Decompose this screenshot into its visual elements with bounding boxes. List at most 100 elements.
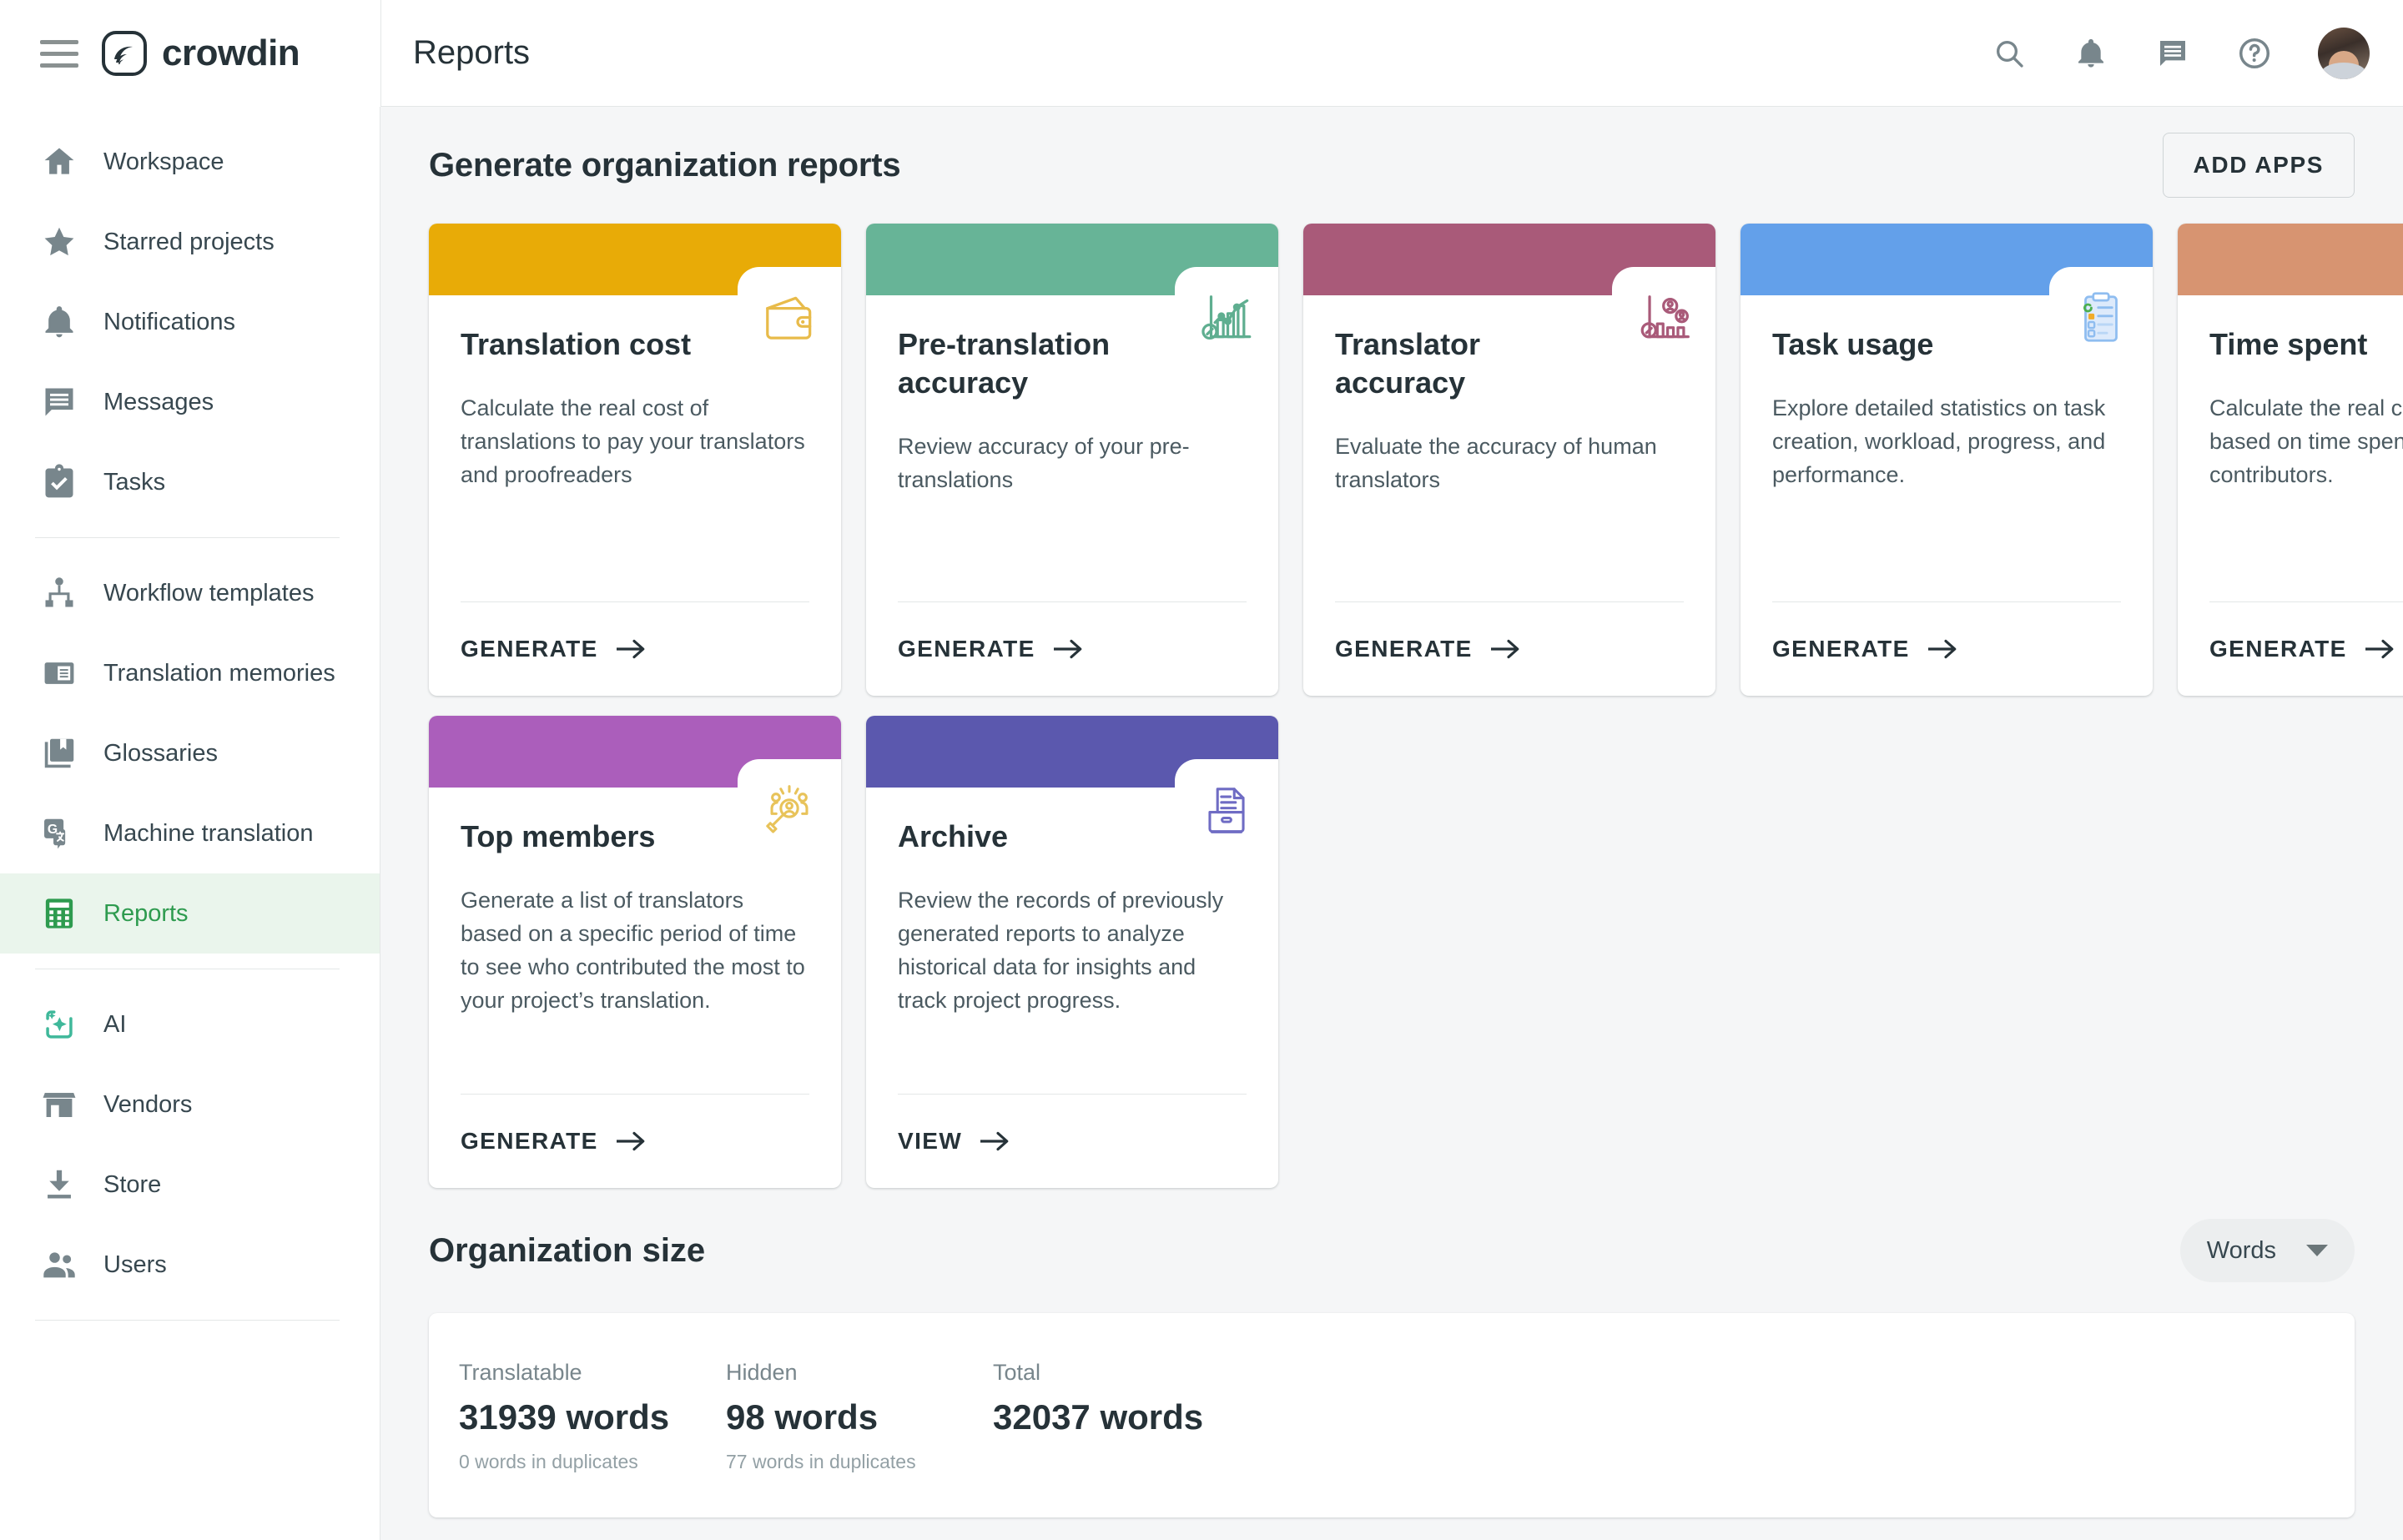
page-title: Reports bbox=[413, 34, 531, 71]
report-card-task-usage[interactable]: Task usage Explore detailed statistics o… bbox=[1741, 224, 2153, 696]
report-cards-row-2: Top members Generate a list of translato… bbox=[429, 716, 2355, 1188]
main-content: Generate organization reports ADD APPS bbox=[380, 107, 2403, 1540]
stat-label: Hidden bbox=[726, 1360, 798, 1385]
card-footer: GENERATE bbox=[429, 1094, 841, 1188]
report-card-archive[interactable]: Archive Review the records of previously… bbox=[866, 716, 1278, 1188]
help-icon[interactable] bbox=[2236, 35, 2273, 72]
arrow-right-icon bbox=[1053, 639, 1082, 659]
card-color-band bbox=[1741, 224, 2153, 370]
card-title: Translation cost bbox=[461, 327, 692, 361]
generate-button[interactable]: GENERATE bbox=[1772, 602, 2121, 696]
bell-icon[interactable] bbox=[2073, 35, 2109, 72]
sidebar-item-messages[interactable]: Messages bbox=[0, 362, 380, 442]
card-description: Calculate the real cost of work based on… bbox=[2209, 395, 2403, 487]
top-bar-actions bbox=[1991, 27, 2370, 79]
store-icon bbox=[40, 1085, 78, 1124]
view-button[interactable]: VIEW bbox=[898, 1095, 1247, 1188]
arrow-right-icon bbox=[616, 1131, 645, 1151]
sidebar-item-users[interactable]: Users bbox=[0, 1225, 380, 1305]
card-divider bbox=[2209, 601, 2403, 602]
unit-selector[interactable]: Words bbox=[2179, 1219, 2355, 1282]
report-card-pre-translation-accuracy[interactable]: Pre-translation accuracy Review accuracy… bbox=[866, 224, 1278, 696]
report-card-translator-accuracy[interactable]: Translator accuracy Evaluate the accurac… bbox=[1303, 224, 1715, 696]
generate-label: GENERATE bbox=[461, 1128, 598, 1154]
sidebar-item-label: Starred projects bbox=[103, 228, 275, 255]
avatar[interactable] bbox=[2318, 27, 2370, 79]
organization-size-card: Translatable 31939 words 0 words in dupl… bbox=[429, 1313, 2355, 1517]
card-color-band bbox=[429, 224, 841, 370]
card-title: Top members bbox=[461, 819, 656, 853]
generate-label: GENERATE bbox=[1772, 636, 1910, 662]
card-body: Translator accuracy Evaluate the accurac… bbox=[1303, 295, 1715, 601]
top-bar: crowdin Reports bbox=[0, 0, 2403, 107]
report-card-time-spent[interactable]: Time spent Calculate the real cost of wo… bbox=[2178, 224, 2403, 696]
arrow-right-icon bbox=[2365, 639, 2394, 659]
card-divider bbox=[1772, 601, 2121, 602]
sidebar-item-tasks[interactable]: Tasks bbox=[0, 442, 380, 522]
chevron-down-icon bbox=[2306, 1245, 2328, 1256]
message-icon[interactable] bbox=[2154, 35, 2191, 72]
generate-button[interactable]: GENERATE bbox=[2209, 602, 2403, 696]
report-card-top-members[interactable]: Top members Generate a list of translato… bbox=[429, 716, 841, 1188]
unit-selector-value: Words bbox=[2206, 1236, 2276, 1264]
organization-size-title: Organization size bbox=[429, 1231, 706, 1269]
sidebar-item-label: Store bbox=[103, 1170, 162, 1198]
card-color-band bbox=[429, 716, 841, 863]
card-body: Pre-translation accuracy Review accuracy… bbox=[866, 295, 1278, 601]
card-title: Task usage bbox=[1772, 327, 1934, 361]
sidebar-item-store[interactable]: Store bbox=[0, 1145, 380, 1225]
hamburger-line bbox=[40, 51, 78, 56]
top-bar-brand-area: crowdin bbox=[0, 0, 380, 107]
sidebar-item-reports[interactable]: Reports bbox=[0, 873, 380, 954]
generate-button[interactable]: GENERATE bbox=[461, 602, 809, 696]
stat-sub: 0 words in duplicates bbox=[459, 1451, 638, 1472]
brand-logo[interactable]: crowdin bbox=[102, 31, 300, 76]
card-divider bbox=[461, 1094, 809, 1095]
card-description: Calculate the real cost of translations … bbox=[461, 395, 805, 487]
card-description: Review the records of previously generat… bbox=[898, 888, 1224, 1013]
sidebar-item-label: Tasks bbox=[103, 468, 166, 496]
view-label: VIEW bbox=[898, 1128, 963, 1154]
report-cards-row-1: Translation cost Calculate the real cost… bbox=[429, 224, 2403, 696]
organization-size-header: Organization size Words bbox=[429, 1188, 2355, 1313]
translation-memory-icon bbox=[40, 654, 78, 692]
sidebar-item-ai[interactable]: AI bbox=[0, 984, 380, 1064]
sidebar-item-label: Workflow templates bbox=[103, 579, 315, 606]
generate-label: GENERATE bbox=[461, 636, 598, 662]
card-footer: GENERATE bbox=[2178, 601, 2403, 696]
search-icon[interactable] bbox=[1991, 35, 2028, 72]
sidebar-item-machine-translation[interactable]: G Machine translation bbox=[0, 793, 380, 873]
generate-button[interactable]: GENERATE bbox=[461, 1095, 809, 1188]
card-footer: GENERATE bbox=[1303, 601, 1715, 696]
stat-value: 98 words bbox=[726, 1397, 879, 1437]
generate-button[interactable]: GENERATE bbox=[1335, 602, 1684, 696]
sidebar-item-starred-projects[interactable]: Starred projects bbox=[0, 202, 380, 282]
arrow-right-icon bbox=[1490, 639, 1519, 659]
ai-sparkle-icon bbox=[40, 1005, 78, 1044]
download-icon bbox=[40, 1165, 78, 1204]
task-clipboard-icon bbox=[2049, 267, 2153, 370]
card-divider bbox=[898, 601, 1247, 602]
sidebar-item-vendors[interactable]: Vendors bbox=[0, 1064, 380, 1145]
sidebar-item-notifications[interactable]: Notifications bbox=[0, 282, 380, 362]
sidebar-item-glossaries[interactable]: Glossaries bbox=[0, 713, 380, 793]
card-title: Pre-translation accuracy bbox=[898, 327, 1111, 400]
card-description: Generate a list of translators based on … bbox=[461, 888, 805, 1013]
card-title: Time spent bbox=[2209, 327, 2368, 361]
card-divider bbox=[898, 1094, 1247, 1095]
sidebar-item-workflow-templates[interactable]: Workflow templates bbox=[0, 553, 380, 633]
card-description: Explore detailed statistics on task crea… bbox=[1772, 395, 2106, 487]
add-apps-button[interactable]: ADD APPS bbox=[2162, 133, 2355, 198]
card-title: Translator accuracy bbox=[1335, 327, 1481, 400]
stat-hidden: Hidden 98 words 77 words in duplicates bbox=[726, 1360, 993, 1474]
card-footer: GENERATE bbox=[1741, 601, 2153, 696]
sidebar-divider bbox=[35, 1320, 340, 1321]
hamburger-menu-icon[interactable] bbox=[40, 34, 78, 73]
stat-value: 32037 words bbox=[993, 1397, 1204, 1437]
sidebar-item-workspace[interactable]: Workspace bbox=[0, 122, 380, 202]
generate-button[interactable]: GENERATE bbox=[898, 602, 1247, 696]
card-description: Evaluate the accuracy of human translato… bbox=[1335, 434, 1657, 493]
sidebar-item-translation-memories[interactable]: Translation memories bbox=[0, 633, 380, 713]
sidebar-item-label: Translation memories bbox=[103, 659, 335, 687]
report-card-translation-cost[interactable]: Translation cost Calculate the real cost… bbox=[429, 224, 841, 696]
